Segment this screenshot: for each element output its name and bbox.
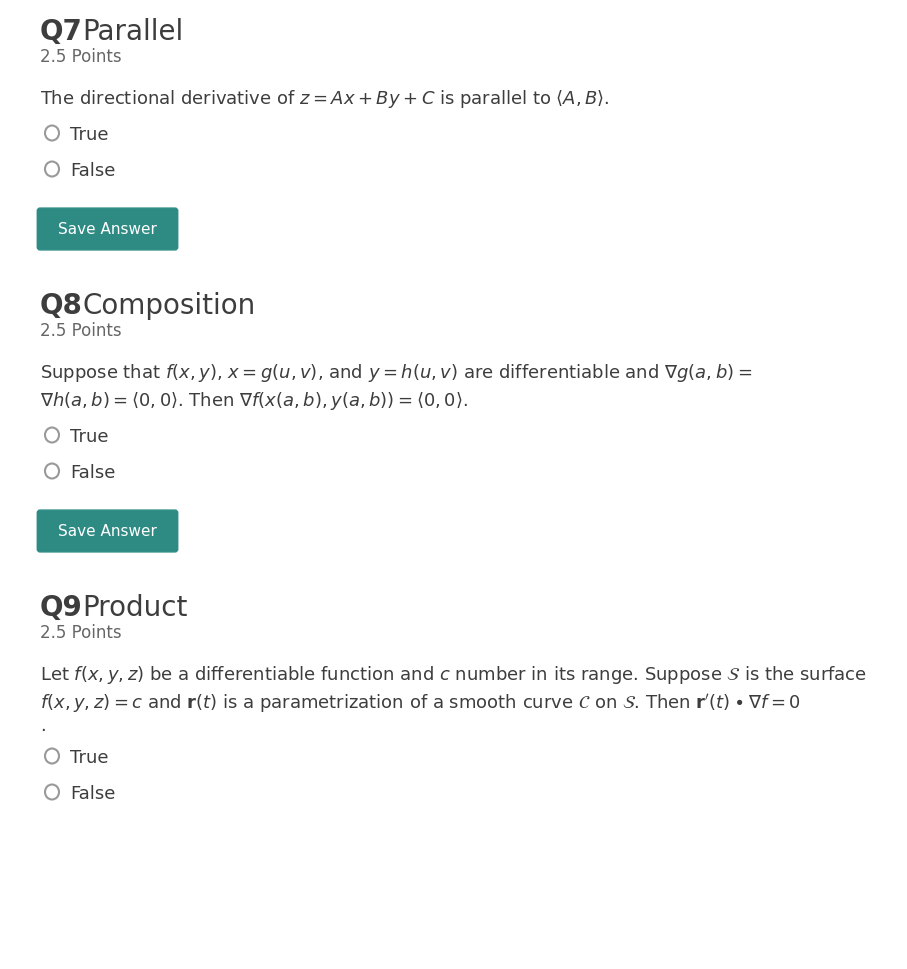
- FancyBboxPatch shape: [37, 511, 178, 552]
- Text: 2.5 Points: 2.5 Points: [40, 623, 122, 641]
- Text: Save Answer: Save Answer: [58, 524, 157, 539]
- Text: False: False: [70, 162, 115, 180]
- Text: False: False: [70, 784, 115, 802]
- Text: .: .: [40, 716, 45, 735]
- Text: Suppose that $f(x,y)$, $x = g(u,v)$, and $y = h(u,v)$ are differentiable and $\n: Suppose that $f(x,y)$, $x = g(u,v)$, and…: [40, 361, 752, 384]
- Text: Save Answer: Save Answer: [58, 222, 157, 237]
- Text: False: False: [70, 463, 115, 482]
- Text: True: True: [70, 126, 109, 143]
- Text: True: True: [70, 427, 109, 446]
- Text: $f(x,y,z) = c$ and $\mathbf{r}(t)$ is a parametrization of a smooth curve $\math: $f(x,y,z) = c$ and $\mathbf{r}(t)$ is a …: [40, 691, 801, 714]
- Text: The directional derivative of $z = Ax + By + C$ is parallel to $\langle A, B\ran: The directional derivative of $z = Ax + …: [40, 88, 610, 109]
- Text: Q8: Q8: [40, 292, 83, 320]
- Text: Let $f(x,y,z)$ be a differentiable function and $c$ number in its range. Suppose: Let $f(x,y,z)$ be a differentiable funct…: [40, 664, 867, 685]
- Text: 2.5 Points: 2.5 Points: [40, 47, 122, 66]
- Text: Q9: Q9: [40, 593, 83, 621]
- Text: $\nabla h(a,b) = \langle 0,0\rangle$. Then $\nabla f(x(a,b), y(a,b)) = \langle 0: $\nabla h(a,b) = \langle 0,0\rangle$. Th…: [40, 390, 468, 412]
- Text: True: True: [70, 748, 109, 766]
- FancyBboxPatch shape: [37, 209, 178, 251]
- Text: Q7: Q7: [40, 18, 83, 46]
- Text: 2.5 Points: 2.5 Points: [40, 322, 122, 340]
- Text: Composition: Composition: [82, 292, 255, 320]
- Text: Parallel: Parallel: [82, 18, 183, 46]
- Text: Product: Product: [82, 593, 188, 621]
